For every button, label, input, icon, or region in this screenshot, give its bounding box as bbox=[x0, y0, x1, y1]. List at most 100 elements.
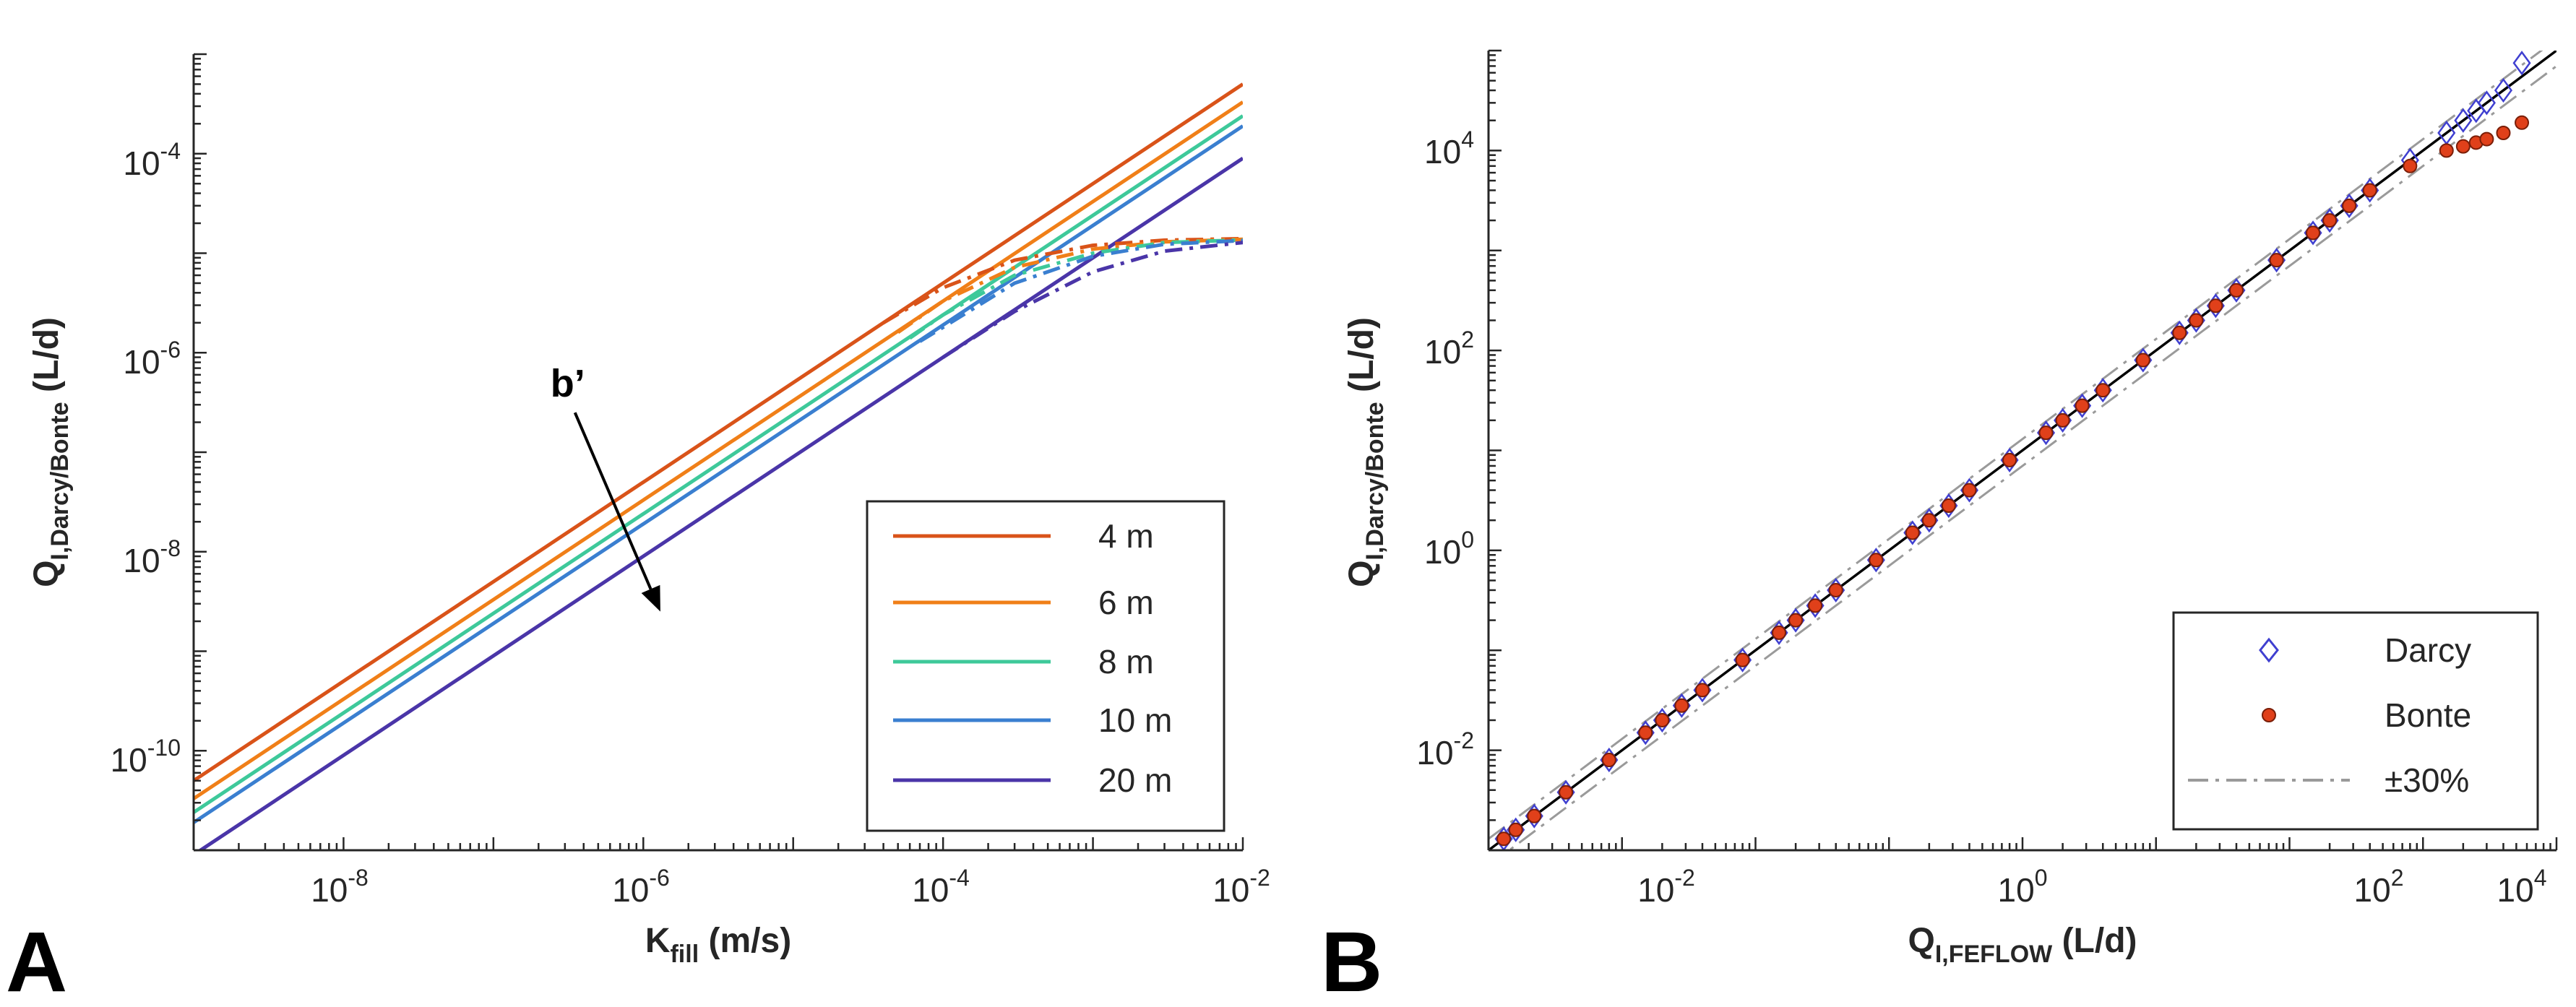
bonte-point bbox=[2342, 198, 2357, 213]
panel-a: 10-8 10-6 10-4 10-2 10-10 10-8 10-6 10-4… bbox=[6, 53, 1270, 1007]
panel-a-y-axis-label: QI,Darcy/Bonte (L/d) bbox=[27, 317, 74, 587]
annotation-arrow: b’ bbox=[551, 362, 660, 612]
panel-b-ticks bbox=[1487, 49, 2558, 852]
bonte-point bbox=[2172, 325, 2187, 340]
bonte-point bbox=[1735, 652, 1750, 667]
bonte-point bbox=[1655, 712, 1670, 727]
bonte-point bbox=[1508, 822, 1523, 837]
panel-b-ytick-label: 102 bbox=[1424, 327, 1474, 371]
bonte-point bbox=[2496, 126, 2511, 141]
bonte-point bbox=[1527, 808, 1542, 824]
reference-line-30 bbox=[1489, 51, 2543, 840]
panel-letter-b: B bbox=[1321, 915, 1382, 1007]
bonte-point bbox=[2055, 412, 2070, 428]
bonte-point bbox=[1559, 785, 1574, 800]
dot-marker-icon bbox=[2262, 708, 2276, 722]
panel-b-ytick-label: 10-2 bbox=[1416, 727, 1474, 772]
series-line-darcy-6m bbox=[194, 100, 1243, 800]
bonte-point bbox=[2038, 425, 2054, 441]
legend-entry-label: 4 m bbox=[1098, 517, 1154, 555]
bonte-point bbox=[1905, 525, 1920, 540]
bonte-point bbox=[2515, 115, 2530, 130]
panel-b-ytick-label: 104 bbox=[1424, 126, 1474, 170]
bonte-point bbox=[2135, 353, 2150, 368]
series-line-bonte-20m bbox=[942, 241, 1243, 359]
bonte-point bbox=[2269, 253, 2284, 268]
panel-a-ytick-label: 10-4 bbox=[123, 138, 181, 182]
bonte-point bbox=[2228, 282, 2244, 298]
panel-a-ticks bbox=[192, 53, 1244, 852]
bonte-point bbox=[2322, 213, 2338, 228]
bonte-point bbox=[1869, 553, 1884, 568]
bonte-point bbox=[2455, 139, 2471, 154]
bonte-point bbox=[1772, 625, 1787, 640]
bonte-point bbox=[2002, 452, 2017, 467]
panel-b: 10-2 100 102 104 10-2 100 102 104 QI,FEF… bbox=[1321, 49, 2558, 1007]
series-line-bonte-10m bbox=[918, 238, 1243, 343]
darcy-point bbox=[2494, 77, 2513, 103]
bonte-point bbox=[2208, 298, 2223, 314]
panel-letter-a: A bbox=[6, 915, 67, 1007]
panel-b-xtick-label: 10-2 bbox=[1637, 865, 1695, 909]
darcy-point bbox=[2454, 108, 2473, 133]
panel-a-ytick-label: 10-8 bbox=[123, 535, 181, 579]
panel-a-plot-area bbox=[194, 82, 1243, 850]
panel-b-y-axis-label: QI,Darcy/Bonte (L/d) bbox=[1343, 317, 1389, 587]
bonte-point bbox=[2189, 313, 2204, 328]
legend-entry-label: 20 m bbox=[1098, 761, 1172, 799]
bonte-point bbox=[1788, 613, 1804, 628]
panel-a-legend: 4 m 6 m 8 m 10 m 20 m bbox=[866, 500, 1225, 832]
legend-entry-label: Bonte bbox=[2385, 696, 2471, 734]
series-line-darcy-20m bbox=[197, 157, 1243, 850]
bonte-point bbox=[1962, 483, 1977, 498]
arrow-head-icon bbox=[641, 584, 660, 612]
bonte-point bbox=[1921, 513, 1937, 528]
series-line-bonte-8m bbox=[908, 238, 1243, 340]
annotation-label: b’ bbox=[551, 362, 585, 405]
darcy-point bbox=[2512, 51, 2531, 76]
panel-a-ytick-label: 10-10 bbox=[111, 735, 181, 779]
diamond-marker-icon bbox=[2259, 637, 2279, 663]
legend-entry-label: 8 m bbox=[1098, 643, 1154, 680]
panel-a-series bbox=[194, 82, 1243, 850]
bonte-point bbox=[1496, 831, 1512, 847]
bonte-point bbox=[1601, 753, 1616, 768]
panel-a-xtick-label: 10-4 bbox=[912, 865, 970, 909]
series-line-bonte-4m bbox=[882, 236, 1243, 324]
legend-box bbox=[2172, 611, 2539, 831]
panel-a-ytick-label: 10-6 bbox=[123, 337, 181, 381]
legend-entry-label: 6 m bbox=[1098, 584, 1154, 621]
panel-a-xtick-label: 10-6 bbox=[612, 865, 670, 909]
bonte-point bbox=[2439, 143, 2454, 158]
legend-entry-label: Darcy bbox=[2385, 631, 2471, 669]
bonte-point bbox=[2306, 225, 2321, 241]
legend-entry-label: 10 m bbox=[1098, 701, 1172, 739]
bonte-point bbox=[1674, 698, 1689, 713]
bonte-point bbox=[2095, 383, 2111, 398]
reference-line-30 bbox=[1507, 65, 2556, 850]
panel-b-points bbox=[1494, 51, 2531, 850]
bonte-point bbox=[1808, 598, 1823, 613]
bonte-point bbox=[2075, 398, 2090, 413]
bonte-point bbox=[1694, 683, 1710, 698]
panel-b-xtick-label: 102 bbox=[2354, 865, 2404, 909]
bonte-point bbox=[2403, 158, 2418, 173]
bonte-point bbox=[2479, 131, 2494, 147]
legend-entry-label: ±30% bbox=[2385, 761, 2469, 799]
series-line-darcy-10m bbox=[194, 124, 1243, 824]
panel-a-xtick-label: 10-8 bbox=[311, 865, 369, 909]
series-line-darcy-4m bbox=[194, 82, 1243, 782]
bonte-point bbox=[1941, 498, 1956, 513]
panel-b-x-axis-label: QI,FEFLOW (L/d) bbox=[1908, 922, 2137, 968]
panel-b-ytick-label: 100 bbox=[1424, 527, 1474, 571]
panel-a-xtick-label: 10-2 bbox=[1212, 865, 1270, 909]
series-line-darcy-8m bbox=[194, 114, 1243, 814]
bonte-point bbox=[1828, 582, 1843, 597]
panel-b-legend: Darcy Bonte ±30% bbox=[2172, 611, 2539, 831]
panel-b-xtick-label: 104 bbox=[2497, 865, 2547, 909]
legend-box bbox=[866, 500, 1225, 832]
bonte-point bbox=[2362, 183, 2377, 198]
bonte-point bbox=[1638, 725, 1653, 740]
darcy-point bbox=[2477, 90, 2496, 116]
